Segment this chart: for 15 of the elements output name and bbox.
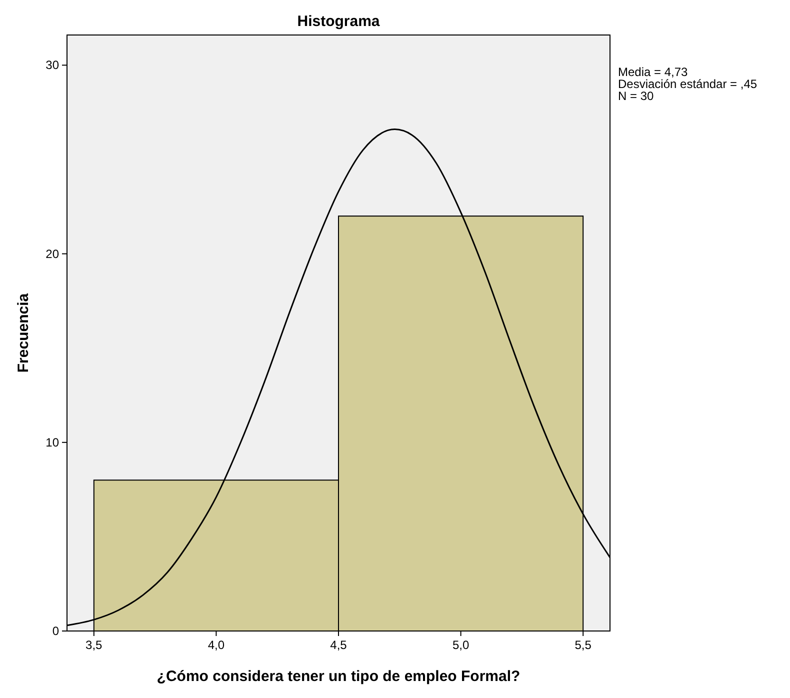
text: N = 30 (618, 89, 654, 103)
y-tick-label: 0 (52, 624, 60, 638)
text: Desviación estándar = ,45 (618, 77, 758, 91)
x-tick-label: 5,0 (452, 638, 470, 652)
x-tick-label: 4,0 (208, 638, 225, 652)
y-tick-label: 20 (46, 246, 60, 261)
chart-title: Histograma (297, 13, 380, 30)
y-axis-title: Frecuencia (15, 292, 32, 373)
x-tick-label: 5,5 (574, 638, 592, 652)
x-axis-title: ¿Cómo considera tener un tipo de empleo Formal? (156, 668, 520, 685)
y-tick-label: 30 (46, 58, 60, 72)
x-tick-label: 4,5 (330, 638, 348, 652)
y-tick-label: 10 (46, 435, 60, 450)
x-tick-label: 3,5 (86, 638, 103, 652)
text: Media = 4,73 (618, 65, 688, 79)
